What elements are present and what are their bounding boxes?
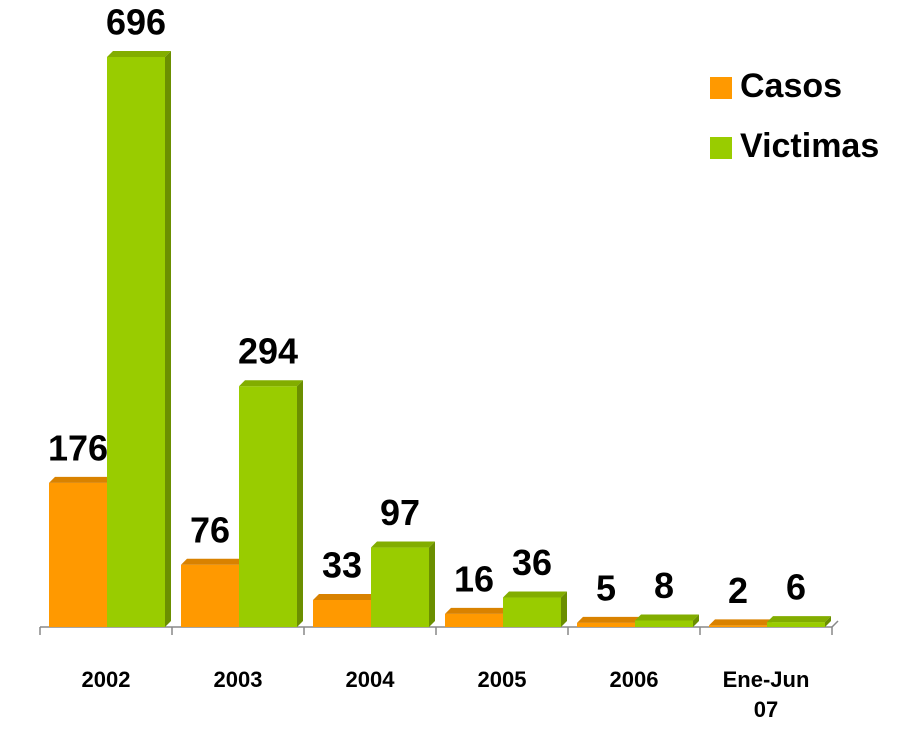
bar-top: [107, 51, 171, 57]
bar-side: [297, 380, 303, 627]
bar-side: [825, 616, 831, 627]
x-tick-label: 2003: [213, 667, 263, 692]
bar: [503, 591, 567, 627]
data-label: 176: [48, 427, 108, 468]
bar-top: [709, 619, 773, 626]
data-label: 294: [238, 331, 298, 372]
bar-front: [49, 482, 107, 627]
bar-top: [503, 591, 567, 598]
bar-front: [635, 620, 693, 627]
data-label: 36: [512, 542, 552, 583]
legend-swatch: [710, 137, 732, 159]
bar-front: [239, 386, 297, 627]
data-label: 8: [654, 565, 674, 606]
bar: [107, 51, 171, 627]
bar: [709, 619, 773, 627]
bar-front: [445, 613, 503, 627]
data-label: 2: [728, 570, 748, 611]
bar-top: [577, 616, 641, 623]
legend-swatch: [710, 77, 732, 99]
x-tick-label: 2006: [609, 667, 659, 692]
legend-label: Casos: [740, 67, 842, 105]
bar-top: [371, 541, 435, 548]
bar: [577, 616, 641, 627]
bar-front: [313, 599, 371, 627]
data-label: 16: [454, 558, 494, 599]
bar: [313, 593, 377, 627]
bar-side: [165, 51, 171, 627]
bar-side: [693, 614, 699, 627]
bar-front: [577, 622, 635, 627]
x-tick-label: 2005: [477, 667, 527, 692]
bar-top: [313, 593, 377, 600]
bar-top: [49, 476, 113, 483]
bar-front: [107, 57, 165, 627]
bar: [635, 614, 699, 627]
bar-top: [635, 614, 699, 621]
bar-top: [181, 558, 245, 565]
x-tick-label: Ene-Jun 07: [722, 667, 810, 722]
data-label: 76: [190, 509, 230, 550]
data-label: 97: [380, 492, 420, 533]
data-label: 6: [786, 567, 806, 608]
bar-side: [429, 541, 435, 627]
bar: [445, 607, 509, 627]
bar: [239, 380, 303, 627]
bar-top: [767, 616, 831, 623]
data-label: 5: [596, 567, 616, 608]
x-tick-label: 2004: [345, 667, 395, 692]
x-axis-depth: [831, 620, 839, 628]
data-label: 696: [106, 2, 166, 43]
bar: [371, 541, 435, 627]
bar-front: [767, 622, 825, 627]
data-label: 33: [322, 544, 362, 585]
bar-front: [371, 547, 429, 627]
bar: [181, 558, 245, 627]
bar-front: [709, 625, 767, 627]
bar-top: [239, 380, 303, 387]
bar: [767, 616, 831, 627]
bar-top: [445, 607, 509, 614]
bar: [49, 476, 113, 627]
bar-front: [181, 564, 239, 627]
x-tick-label: 2002: [81, 667, 131, 692]
legend-label: Victimas: [740, 127, 879, 165]
bar-front: [503, 597, 561, 627]
bar-side: [561, 591, 567, 627]
